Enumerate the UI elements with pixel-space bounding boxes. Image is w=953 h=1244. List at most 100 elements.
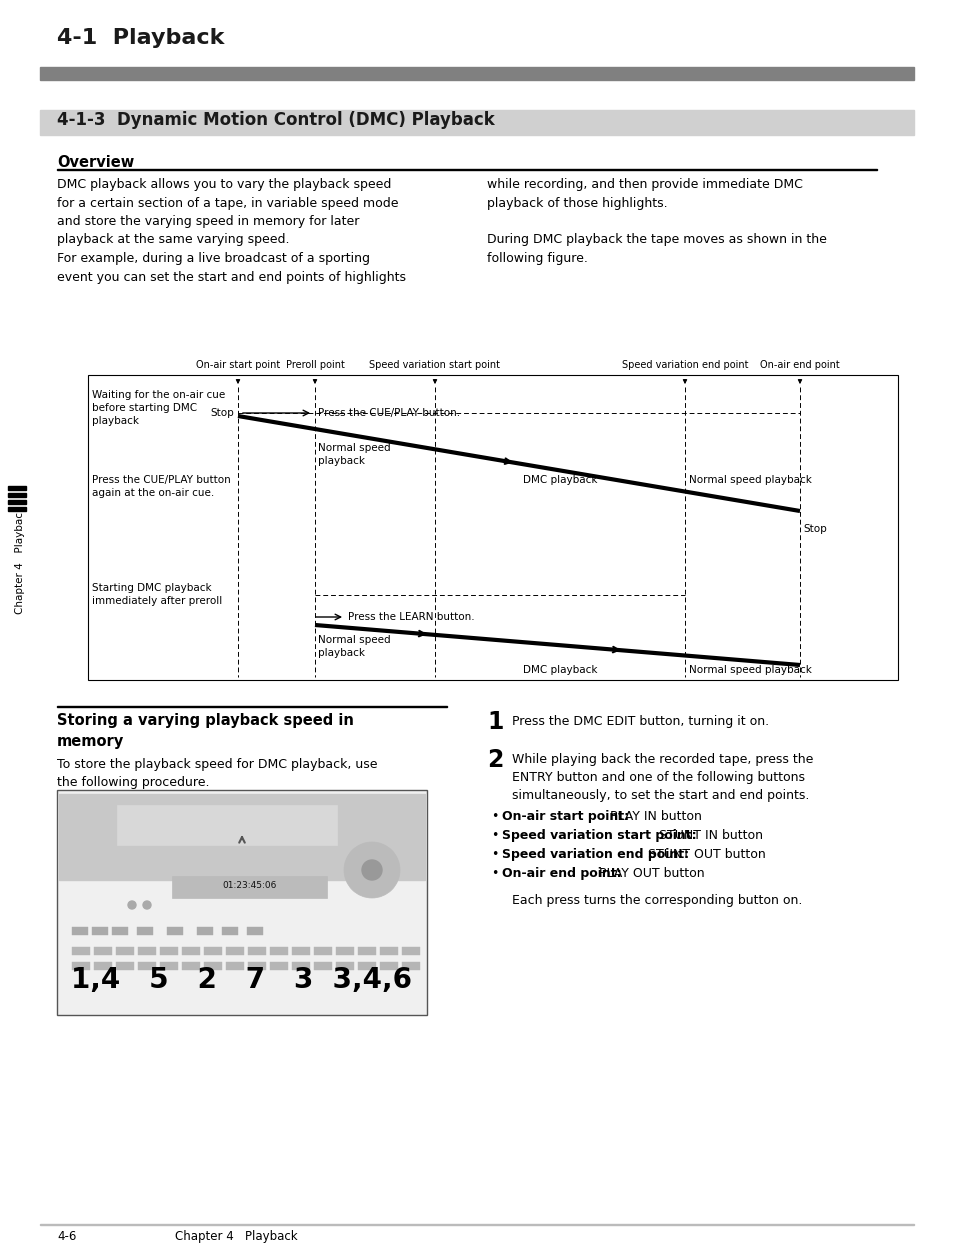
Bar	[167, 927, 183, 935]
Text: Normal speed playback: Normal speed playback	[688, 475, 811, 485]
Bar	[8, 493, 26, 498]
Text: •: •	[492, 867, 503, 880]
Text: while recording, and then provide immediate DMC
playback of those highlights.

D: while recording, and then provide immedi…	[486, 178, 826, 265]
Bar	[401, 962, 419, 970]
Bar	[270, 962, 288, 970]
Bar	[71, 927, 88, 935]
Text: Storing a varying playback speed in
memory: Storing a varying playback speed in memo…	[57, 713, 354, 749]
Text: 4-1  Playback: 4-1 Playback	[57, 29, 224, 49]
Bar	[270, 947, 288, 955]
Bar	[204, 962, 222, 970]
Text: STUNT IN button: STUNT IN button	[654, 829, 761, 842]
Text: Overview: Overview	[57, 156, 134, 170]
Text: DMC playback allows you to vary the playback speed
for a certain section of a ta: DMC playback allows you to vary the play…	[57, 178, 406, 284]
Bar	[8, 508, 26, 511]
Text: On-air start point: On-air start point	[195, 360, 280, 369]
Text: •: •	[492, 848, 503, 861]
Text: On-air end point:: On-air end point:	[501, 867, 621, 880]
Text: Chapter 4   Playback: Chapter 4 Playback	[174, 1230, 297, 1243]
Text: Press the CUE/PLAY button.: Press the CUE/PLAY button.	[317, 408, 459, 418]
Bar	[116, 947, 133, 955]
Text: Normal speed playback: Normal speed playback	[688, 666, 811, 675]
Bar	[335, 947, 354, 955]
Bar	[204, 947, 222, 955]
Bar	[112, 927, 128, 935]
Bar	[292, 947, 310, 955]
Bar	[8, 500, 26, 504]
Text: 2: 2	[486, 748, 503, 773]
Text: Stop: Stop	[802, 524, 826, 534]
Bar	[248, 962, 266, 970]
Text: On-air end point: On-air end point	[760, 360, 839, 369]
Text: Speed variation end point: Speed variation end point	[621, 360, 747, 369]
Bar	[226, 947, 244, 955]
Text: Stop: Stop	[210, 408, 233, 418]
Bar	[401, 947, 419, 955]
Bar	[182, 962, 200, 970]
Bar	[226, 962, 244, 970]
Bar	[160, 947, 178, 955]
Bar	[335, 962, 354, 970]
Bar	[196, 927, 213, 935]
Text: DMC playback: DMC playback	[522, 666, 597, 675]
Text: 1: 1	[486, 710, 503, 734]
Text: Normal speed
playback: Normal speed playback	[317, 443, 390, 466]
Bar	[116, 962, 133, 970]
Text: 1,4   5   2   7   3  3,4,6: 1,4 5 2 7 3 3,4,6	[71, 967, 412, 994]
Text: Preroll point: Preroll point	[285, 360, 344, 369]
Bar	[379, 962, 397, 970]
Text: Press the CUE/PLAY button
again at the on-air cue.: Press the CUE/PLAY button again at the o…	[91, 475, 231, 498]
Bar	[71, 962, 90, 970]
Circle shape	[361, 860, 381, 880]
Bar	[57, 790, 427, 1015]
Text: On-air start point:: On-air start point:	[501, 810, 628, 824]
Bar	[292, 962, 310, 970]
Bar	[117, 805, 336, 845]
Bar	[248, 947, 266, 955]
Bar	[88, 374, 897, 680]
Text: Speed variation start point:: Speed variation start point:	[501, 829, 696, 842]
Bar	[138, 962, 156, 970]
Circle shape	[344, 842, 399, 898]
Bar	[40, 67, 913, 80]
Bar	[40, 109, 913, 136]
Bar	[247, 927, 263, 935]
Bar	[137, 927, 152, 935]
Text: Starting DMC playback
immediately after preroll: Starting DMC playback immediately after …	[91, 583, 222, 606]
Text: 4-6: 4-6	[57, 1230, 76, 1243]
Bar	[314, 962, 332, 970]
Bar	[314, 947, 332, 955]
Bar	[91, 927, 108, 935]
Bar	[8, 486, 26, 490]
Bar	[357, 962, 375, 970]
Text: Chapter 4   Playback: Chapter 4 Playback	[15, 506, 25, 615]
Text: Normal speed
playback: Normal speed playback	[317, 634, 390, 658]
Bar	[222, 927, 237, 935]
Text: While playing back the recorded tape, press the
ENTRY button and one of the foll: While playing back the recorded tape, pr…	[512, 753, 813, 802]
Circle shape	[143, 901, 151, 909]
Text: Speed variation end point:: Speed variation end point:	[501, 848, 688, 861]
Text: PLAY OUT button: PLAY OUT button	[594, 867, 703, 880]
Bar	[160, 962, 178, 970]
Text: 4-1-3  Dynamic Motion Control (DMC) Playback: 4-1-3 Dynamic Motion Control (DMC) Playb…	[57, 111, 495, 129]
Text: To store the playback speed for DMC playback, use
the following procedure.: To store the playback speed for DMC play…	[57, 758, 377, 789]
Bar	[59, 794, 424, 880]
Bar	[94, 947, 112, 955]
Bar	[172, 876, 327, 898]
Circle shape	[128, 901, 136, 909]
Text: •: •	[492, 829, 503, 842]
Text: Speed variation start point: Speed variation start point	[369, 360, 500, 369]
Text: DMC playback: DMC playback	[522, 475, 597, 485]
Text: Each press turns the corresponding button on.: Each press turns the corresponding butto…	[512, 894, 801, 907]
Text: Press the DMC EDIT button, turning it on.: Press the DMC EDIT button, turning it on…	[512, 715, 768, 728]
Text: Press the LEARN button.: Press the LEARN button.	[348, 612, 475, 622]
Bar	[138, 947, 156, 955]
Bar	[379, 947, 397, 955]
Text: STUNT OUT button: STUNT OUT button	[643, 848, 764, 861]
Text: Waiting for the on-air cue
before starting DMC
playback: Waiting for the on-air cue before starti…	[91, 391, 225, 427]
Bar	[357, 947, 375, 955]
Text: 01:23:45:06: 01:23:45:06	[223, 882, 277, 891]
Bar	[94, 962, 112, 970]
Bar	[71, 947, 90, 955]
Bar	[182, 947, 200, 955]
